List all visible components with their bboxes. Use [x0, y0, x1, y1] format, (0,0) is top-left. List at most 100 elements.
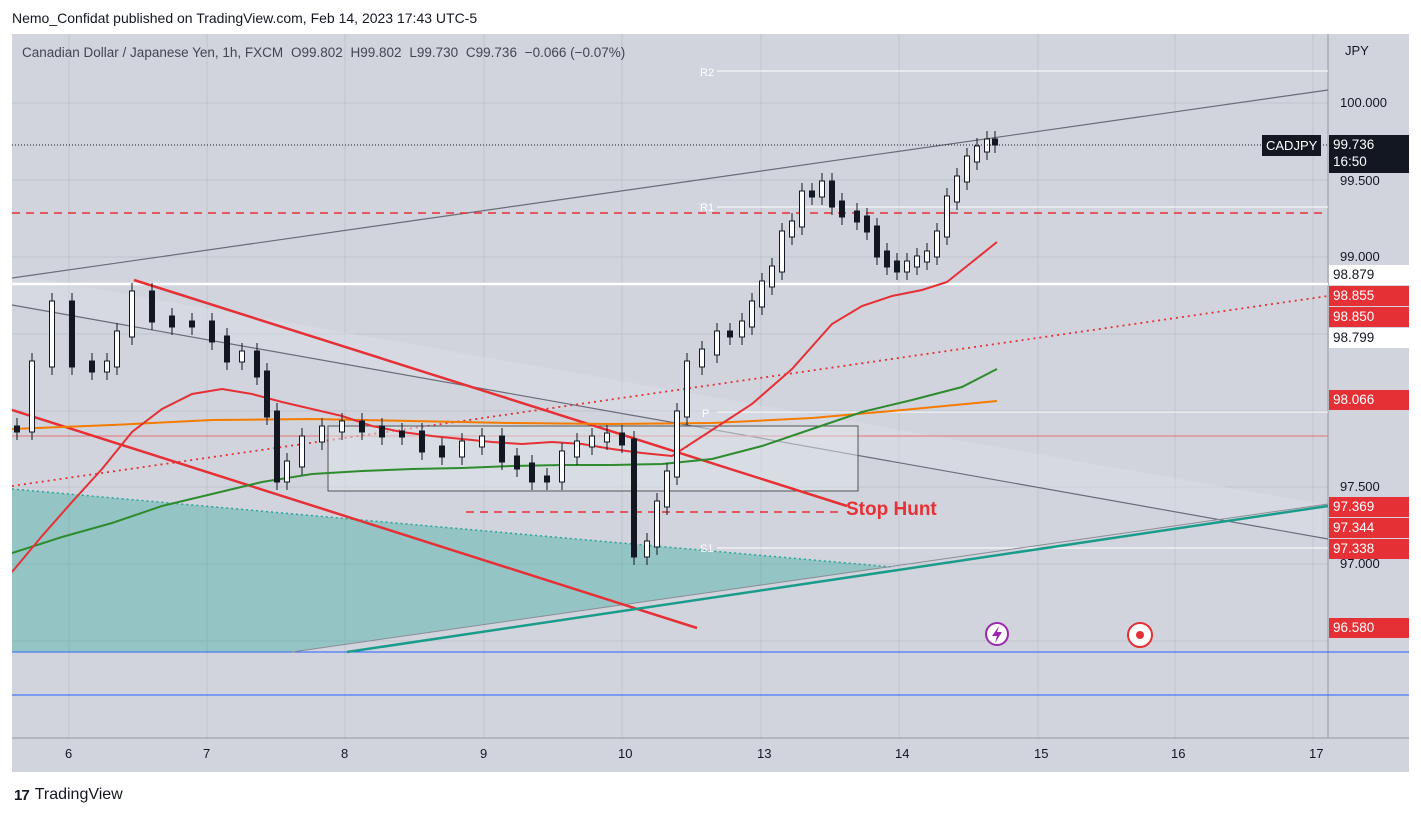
price-label: 98.850 — [1329, 307, 1409, 328]
candle-body — [169, 315, 175, 328]
candle-body — [664, 470, 670, 508]
date-tick: 13 — [757, 746, 772, 761]
candle-body — [854, 210, 860, 223]
candle-body — [319, 425, 325, 443]
price-label: 97.338 — [1329, 539, 1409, 560]
price-label: 98.879 — [1329, 265, 1409, 286]
candle-body — [779, 230, 785, 273]
candle-body — [529, 462, 535, 483]
axis-tick-97000: 97.000 — [1340, 556, 1380, 571]
axis-tick-97500: 97.500 — [1340, 479, 1380, 494]
candle-body — [514, 455, 520, 470]
candle-body — [589, 435, 595, 448]
date-tick: 14 — [895, 746, 910, 761]
candle-body — [789, 220, 795, 238]
candle-body — [209, 320, 215, 343]
candle-body — [439, 445, 445, 458]
candle-body — [924, 250, 930, 263]
candle-body — [189, 320, 195, 328]
horizontal-grid — [12, 102, 1328, 642]
date-tick: 7 — [203, 746, 211, 761]
candle-body — [739, 320, 745, 338]
candle-body — [644, 540, 650, 558]
candle-body — [619, 432, 625, 446]
price-label: 96.580 — [1329, 618, 1409, 639]
candle-body — [459, 440, 465, 458]
candle-body — [727, 330, 733, 338]
candle-body — [749, 300, 755, 328]
ohlc-legend: Canadian Dollar / Japanese Yen, 1h, FXCM… — [22, 45, 629, 60]
candle-body — [944, 195, 950, 238]
bottom-gray-trendline — [291, 503, 1329, 653]
ema-orange — [12, 400, 998, 430]
lower-gray-trendline — [12, 304, 1329, 540]
price-label: 98.066 — [1329, 390, 1409, 411]
price-label: 97.344 — [1329, 518, 1409, 539]
candle-body — [674, 410, 680, 478]
candle-body — [914, 255, 920, 268]
channel-fill — [12, 274, 1322, 539]
pivot-p-label: P — [702, 408, 709, 420]
candle-body — [864, 215, 870, 233]
publisher-line: Nemo_Confidat published on TradingView.c… — [12, 10, 478, 26]
ohlc-close: C99.736 — [465, 45, 517, 60]
candle-body — [114, 330, 120, 368]
candle-body — [129, 290, 135, 338]
candle-body — [884, 250, 890, 268]
candle-body — [29, 360, 35, 433]
symbol-badge: CADJPY — [1262, 135, 1322, 156]
candle-body — [89, 360, 95, 373]
candle-body — [264, 370, 270, 418]
candle-body — [359, 420, 365, 433]
stop-hunt-annotation: Stop Hunt — [846, 499, 937, 520]
axis-tick-100000: 100.000 — [1340, 95, 1387, 110]
teal-channel-fill — [12, 489, 892, 652]
candle-body — [49, 300, 55, 368]
record-icon[interactable] — [1127, 622, 1153, 648]
date-tick: 16 — [1171, 746, 1186, 761]
ema-green — [12, 368, 998, 554]
candle-body — [934, 230, 940, 258]
candle-body — [479, 435, 485, 448]
candle-body — [894, 260, 900, 273]
candle-body — [284, 460, 290, 483]
lightning-icon[interactable] — [985, 622, 1009, 646]
date-tick: 17 — [1309, 746, 1324, 761]
ohlc-high: H99.802 — [350, 45, 402, 60]
candle-body — [799, 190, 805, 228]
ohlc-low: L99.730 — [409, 45, 459, 60]
candle-body — [239, 350, 245, 363]
candle-body — [104, 360, 110, 373]
chart-canvas[interactable]: R2 R1 P S1 — [12, 34, 1409, 772]
last-price-badge: 99.736 16:50 — [1329, 135, 1409, 173]
candle-body — [574, 440, 580, 458]
candle-body — [839, 200, 845, 218]
candle-body — [874, 225, 880, 258]
date-tick: 6 — [65, 746, 73, 761]
date-tick: 15 — [1034, 746, 1049, 761]
upper-gray-trendline — [12, 89, 1329, 279]
pivot-r2-label: R2 — [700, 67, 714, 79]
axis-tick-99500: 99.500 — [1340, 173, 1380, 188]
candle-body — [299, 435, 305, 468]
axis-tick-99000: 99.000 — [1340, 249, 1380, 264]
teal-trendline — [346, 504, 1329, 654]
candle-body — [759, 280, 765, 308]
currency-label: JPY — [1345, 43, 1369, 58]
ohlc-change: −0.066 (−0.07%) — [524, 45, 626, 60]
candlesticks — [14, 131, 998, 565]
candle-body — [819, 180, 825, 198]
candle-body — [274, 410, 280, 483]
candle-body — [684, 360, 690, 418]
candle-body — [769, 265, 775, 288]
candle-body — [69, 300, 75, 368]
candle-body — [604, 432, 610, 443]
chart-area[interactable]: R2 R1 P S1 — [12, 34, 1409, 772]
candle-body — [992, 138, 998, 146]
candle-body — [809, 190, 815, 198]
bar-countdown: 16:50 — [1333, 154, 1367, 169]
price-label: 98.855 — [1329, 286, 1409, 307]
date-tick: 8 — [341, 746, 349, 761]
candle-body — [419, 430, 425, 453]
tradingview-logo[interactable]: 17 TradingView — [14, 786, 123, 804]
